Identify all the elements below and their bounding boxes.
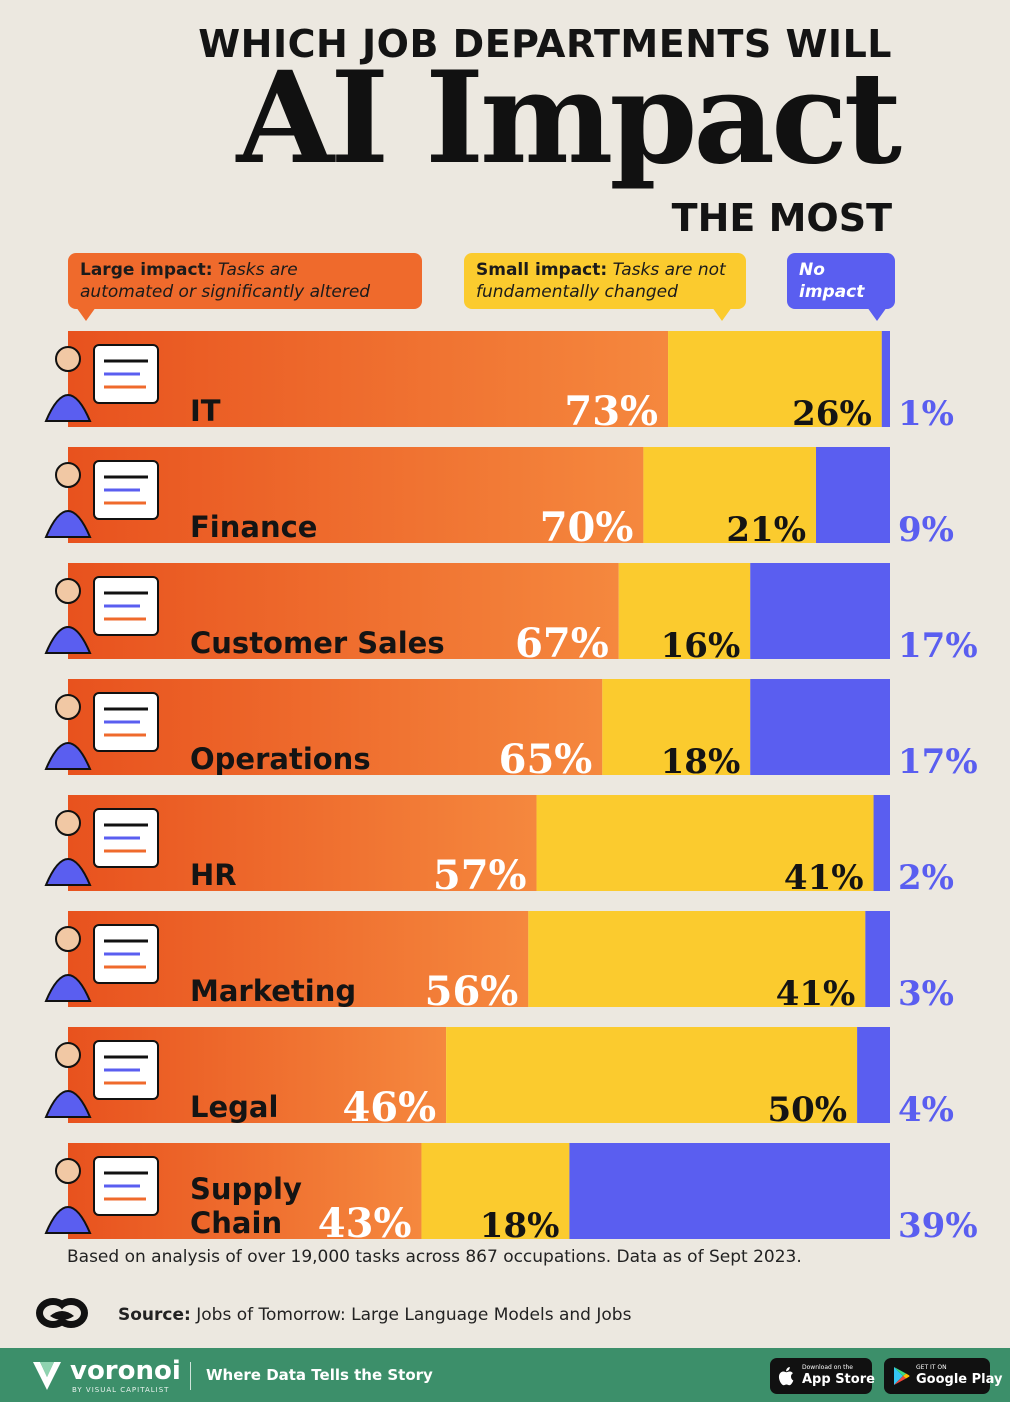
illustration-icon-it (44, 344, 159, 422)
bar-large-finance (68, 447, 644, 543)
value-label-large-hr: 57% (433, 852, 527, 899)
value-label-none-marketing: 3% (898, 974, 954, 1014)
source-text: Jobs of Tomorrow: Large Language Models … (196, 1305, 632, 1325)
legend-small-desc-1: Tasks are not (612, 260, 726, 280)
legend-small-desc-2: fundamentally changed (476, 282, 678, 303)
bar-small-finance (643, 447, 817, 543)
bar-large-it (68, 331, 669, 427)
value-label-none-finance: 9% (898, 510, 954, 550)
labels-layer: IT 73% 26% 1% Finance 70% 21% 9% Customer Sales 6… (190, 388, 978, 1247)
value-label-small-supply-chain: 18% (480, 1206, 560, 1246)
google-play-button[interactable]: GET IT ON Google Play (884, 1358, 1003, 1394)
legend-large-desc-1: Tasks are (217, 260, 298, 280)
bar-none-it (881, 331, 890, 427)
voronoi-logo-icon (33, 1362, 61, 1390)
category-label-operations: Operations (190, 742, 371, 776)
value-label-large-legal: 46% (342, 1084, 436, 1131)
category-label-customer-sales: Customer Sales (190, 626, 445, 660)
bar-small-it (668, 331, 882, 427)
category-label-hr: HR (190, 858, 237, 892)
category-label-supply-chain: Supply Chain (190, 1172, 302, 1240)
value-label-small-legal: 50% (767, 1090, 847, 1130)
category-label-it: IT (190, 394, 221, 428)
methodology-note: Based on analysis of over 19,000 tasks a… (67, 1247, 802, 1267)
source-line: Source: Jobs of Tomorrow: Large Language… (118, 1305, 631, 1325)
source-logo-icon (36, 1298, 88, 1328)
value-label-small-operations: 18% (661, 742, 741, 782)
category-label-marketing: Marketing (190, 974, 356, 1008)
value-label-none-hr: 2% (898, 858, 954, 898)
value-label-large-supply-chain: 43% (318, 1200, 412, 1247)
value-label-small-finance: 21% (726, 510, 806, 550)
bar-none-hr (873, 795, 890, 891)
value-label-small-customer-sales: 16% (661, 626, 741, 666)
bar-none-legal (857, 1027, 890, 1123)
bar-small-hr (536, 795, 874, 891)
bar-none-operations (750, 679, 890, 775)
bar-none-marketing (865, 911, 890, 1007)
value-label-none-legal: 4% (898, 1090, 954, 1130)
illustration-icon-marketing (44, 924, 159, 1002)
title-line-3: THE MOST (671, 196, 892, 240)
value-label-large-marketing: 56% (425, 968, 519, 1015)
legend-large-desc-2: automated or significantly altered (80, 282, 371, 303)
bar-none-finance (816, 447, 890, 543)
legend-none-label: No impact (799, 260, 865, 303)
icons-layer (44, 344, 159, 1234)
value-label-none-supply-chain: 39% (898, 1206, 978, 1246)
google-play-label: Google Play (916, 1372, 1003, 1387)
bar-none-customer-sales (750, 563, 890, 659)
illustration-icon-operations (44, 692, 159, 770)
legend-small-label: Small impact: (476, 260, 608, 280)
illustration-icon-supply-chain (44, 1156, 159, 1234)
category-label-legal: Legal (190, 1090, 278, 1124)
title-main: AI Impact (236, 44, 902, 192)
app-store-small: Download on the (802, 1364, 853, 1371)
value-label-large-finance: 70% (540, 504, 634, 551)
legend-large-label: Large impact: (80, 260, 213, 280)
brand-name: voronoi (70, 1356, 181, 1386)
bar-large-customer-sales (68, 563, 619, 659)
legend-small-impact: Small impact: Tasks are not fundamentall… (464, 253, 746, 321)
legend-large-impact: Large impact: Tasks are automated or sig… (68, 253, 422, 321)
bar-small-operations (602, 679, 751, 775)
value-label-large-customer-sales: 67% (515, 620, 609, 667)
illustration-icon-hr (44, 808, 159, 886)
title-line-1: WHICH JOB DEPARTMENTS WILL (198, 22, 892, 66)
bar-small-customer-sales (618, 563, 751, 659)
brand-divider (190, 1362, 191, 1390)
value-label-none-customer-sales: 17% (898, 626, 978, 666)
category-label-finance: Finance (190, 510, 317, 544)
legend-no-impact: No impact (787, 253, 895, 321)
source-label: Source: (118, 1305, 191, 1325)
bars-layer (68, 331, 890, 1239)
brand-sub: BY VISUAL CAPITALIST (72, 1386, 170, 1394)
app-store-label: App Store (802, 1372, 875, 1387)
value-label-none-operations: 17% (898, 742, 978, 782)
illustration-icon-finance (44, 460, 159, 538)
bar-small-legal (446, 1027, 858, 1123)
value-label-large-operations: 65% (499, 736, 593, 783)
value-label-small-hr: 41% (784, 858, 864, 898)
illustration-icon-legal (44, 1040, 159, 1118)
value-label-large-it: 73% (564, 388, 658, 435)
google-play-small: GET IT ON (916, 1364, 947, 1371)
illustration-icon-customer-sales (44, 576, 159, 654)
app-store-button[interactable]: Download on the App Store (770, 1358, 875, 1394)
bar-small-marketing (528, 911, 866, 1007)
bar-none-supply-chain (569, 1143, 890, 1239)
brand-tagline: Where Data Tells the Story (206, 1366, 433, 1384)
google-play-icon (894, 1367, 910, 1385)
apple-icon (778, 1367, 794, 1386)
value-label-small-marketing: 41% (776, 974, 856, 1014)
bar-small-supply-chain (421, 1143, 570, 1239)
value-label-small-it: 26% (792, 394, 872, 434)
value-label-none-it: 1% (898, 394, 954, 434)
